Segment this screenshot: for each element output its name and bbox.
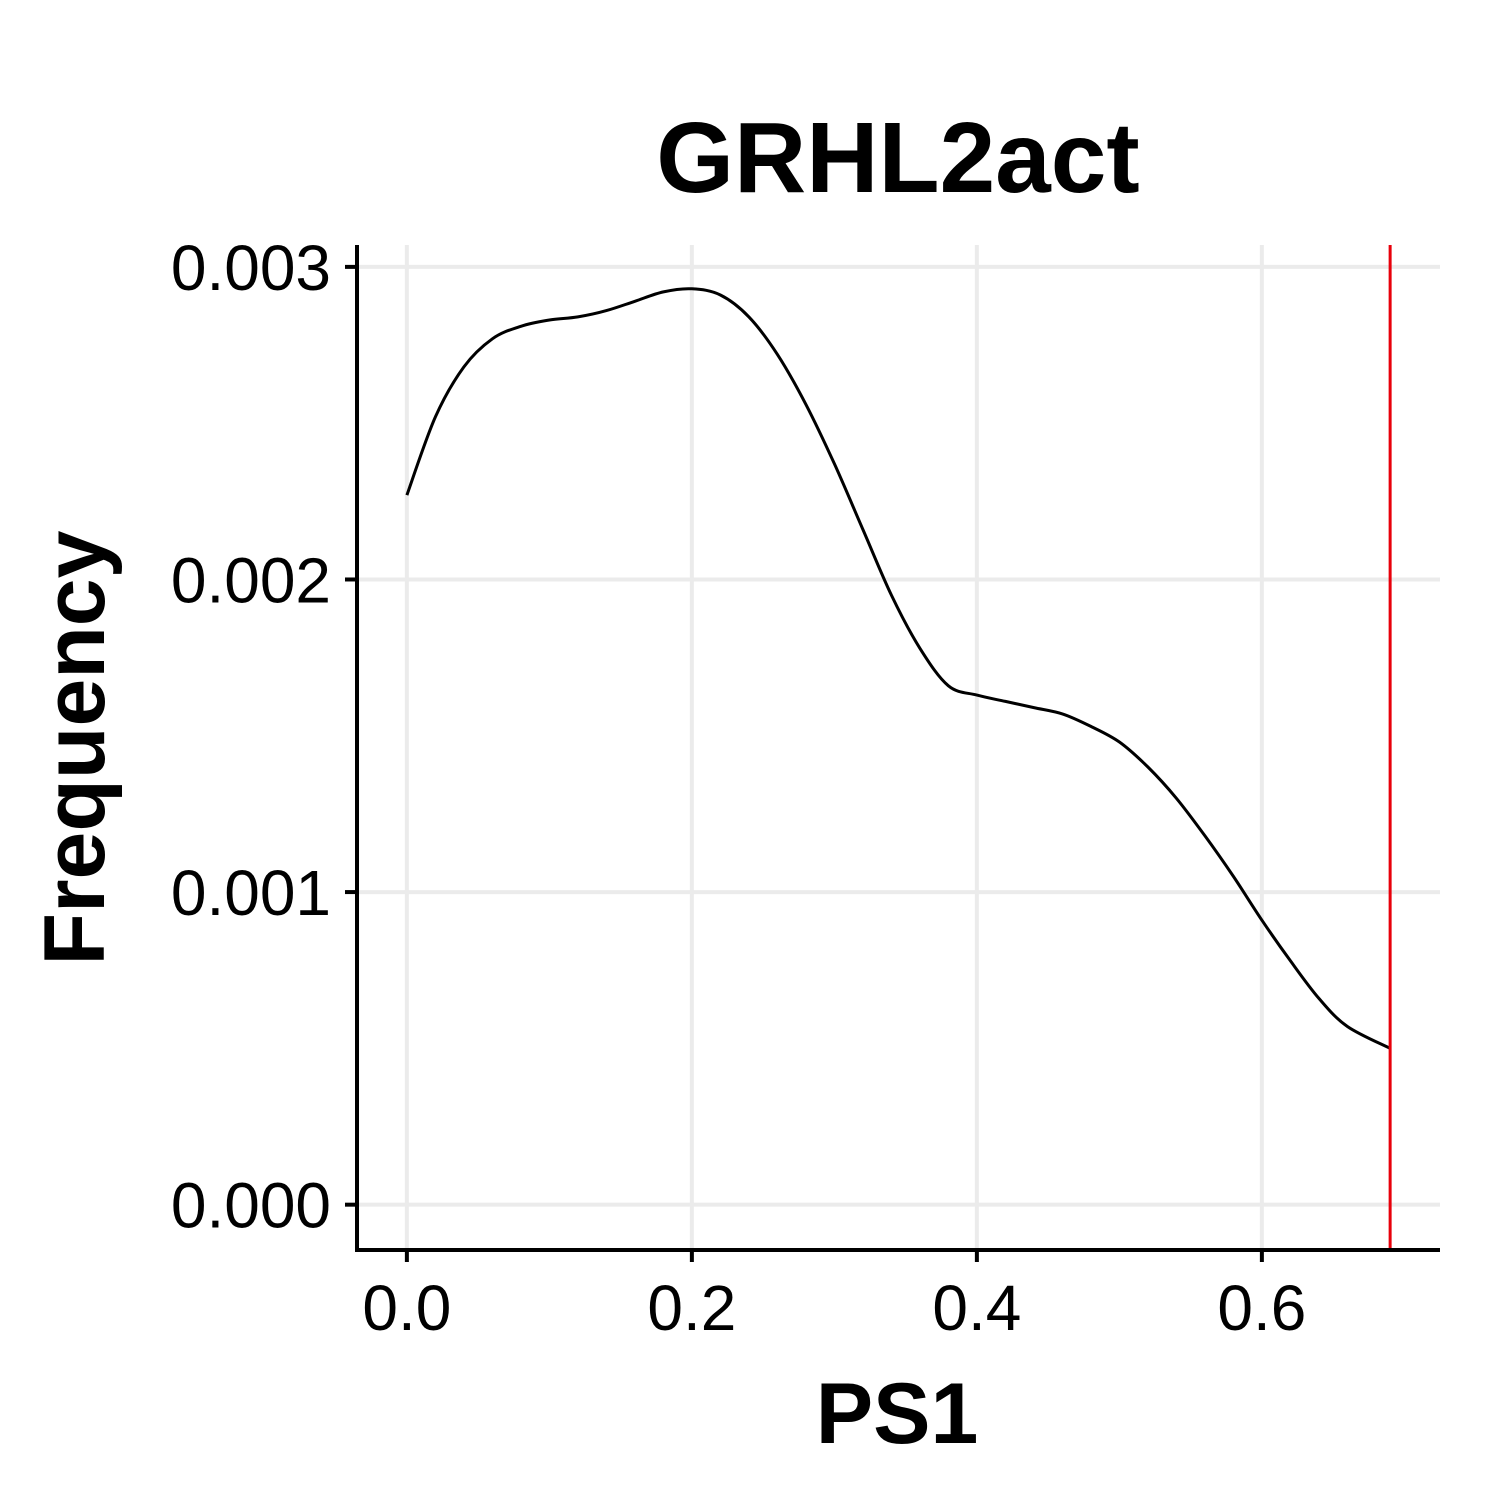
y-tick-label: 0.001: [171, 857, 331, 929]
y-tick-label: 0.002: [171, 544, 331, 616]
chart-title: GRHL2act: [656, 102, 1139, 214]
x-tick-label: 0.0: [362, 1272, 451, 1344]
x-tick-label: 0.4: [932, 1272, 1021, 1344]
y-tick-label: 0.003: [171, 232, 331, 304]
x-tick-label: 0.2: [647, 1272, 736, 1344]
axis-ticks: 0.0 0.2 0.4 0.6 0.000 0.001 0.002 0.003: [171, 232, 1307, 1344]
grid-lines: [357, 245, 1440, 1250]
y-axis-title: Frequency: [27, 530, 123, 965]
y-tick-label: 0.000: [171, 1170, 331, 1242]
x-tick-label: 0.6: [1217, 1272, 1306, 1344]
plot-marks: [405, 245, 1392, 1250]
x-axis-title: PS1: [816, 1366, 979, 1462]
density-line: [405, 287, 1391, 1050]
